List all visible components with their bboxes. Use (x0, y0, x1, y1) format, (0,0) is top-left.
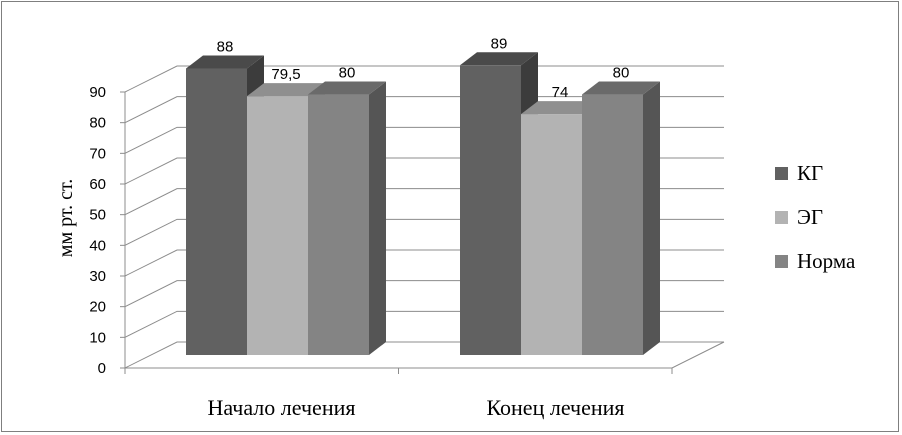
y-tick-label: 0 (98, 360, 106, 377)
data-labels: 88 79,5 80 89 74 80 (217, 35, 630, 101)
legend: КГ ЭГ Норма (775, 161, 856, 273)
legend-swatch (775, 167, 788, 180)
y-tick-label: 60 (89, 176, 106, 193)
data-label: 88 (217, 39, 234, 56)
data-label: 89 (491, 35, 508, 52)
y-tick-label: 70 (89, 145, 106, 162)
bar (582, 94, 643, 356)
bar (460, 65, 521, 355)
y-tick-label: 50 (89, 207, 106, 224)
y-tick-label: 90 (89, 84, 106, 101)
data-label: 79,5 (271, 66, 300, 83)
data-label: 80 (339, 65, 356, 82)
bar-top (521, 101, 599, 115)
bar-side (369, 81, 386, 356)
legend-label: Норма (797, 249, 856, 273)
bar-side (643, 81, 660, 356)
y-axis-label: мм рт. ст. (55, 179, 77, 257)
bar-top (247, 83, 325, 97)
legend-label: ЭГ (797, 205, 823, 229)
bar-top (582, 81, 660, 95)
legend-swatch (775, 211, 788, 224)
bar (247, 96, 308, 355)
legend-label: КГ (797, 161, 823, 185)
y-tick-label: 80 (89, 115, 106, 132)
y-tick-label: 20 (89, 299, 106, 316)
bar-top (460, 52, 538, 66)
data-label: 80 (613, 65, 630, 82)
y-tick-label: 30 (89, 268, 106, 285)
y-tick-label: 10 (89, 329, 106, 346)
y-tick-label: 40 (89, 237, 106, 254)
bar (186, 68, 247, 355)
bar (521, 114, 582, 355)
gridline (124, 65, 724, 93)
y-axis: 0 10 20 30 40 50 60 70 80 90 (89, 84, 673, 377)
legend-swatch (775, 255, 788, 268)
x-category-label: Начало лечения (208, 395, 356, 420)
chart-walls (125, 66, 177, 368)
x-axis-categories: Начало лечения Конец лечения (208, 395, 625, 420)
data-label: 74 (552, 84, 569, 101)
bar (308, 94, 369, 356)
bars (186, 52, 660, 356)
bar-top (186, 55, 264, 69)
side-wall (125, 66, 177, 368)
gridline (124, 96, 724, 124)
bar-top (308, 81, 386, 95)
x-category-label: Конец лечения (486, 395, 624, 420)
